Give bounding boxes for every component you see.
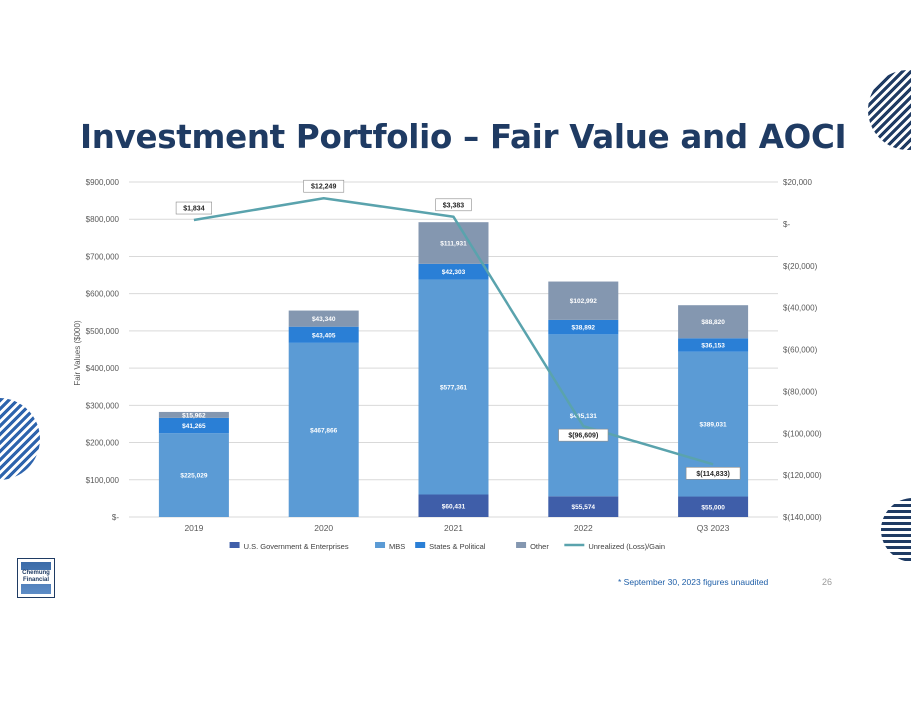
bar-other [158,411,229,418]
page-number: 26 [822,577,833,587]
x-tick-label: 2022 [574,523,593,533]
y2-tick-label: $(80,000) [783,387,818,396]
legend-swatch-u-s-government-enterprises [229,542,240,548]
data-label-other: $102,992 [570,298,597,305]
bar-u-s-government-enterprises [418,494,489,517]
bar-other [418,222,489,264]
y2-tick-label: $(100,000) [783,429,822,438]
legend-swatch-other [516,542,527,548]
line-label-box [175,201,213,215]
footnote-unaudited: * September 30, 2023 figures unaudited [618,577,769,587]
x-tick-label: 2020 [314,523,333,533]
bar-mbs [418,279,489,495]
line-label-box [558,428,609,442]
x-tick-label: 2021 [444,523,463,533]
legend-label-u-s-government-enterprises: U.S. Government & Enterprises [244,542,349,551]
y2-tick-label: $(40,000) [783,304,818,313]
data-label-states-political: $41,265 [182,423,206,430]
data-label-mbs: $225,029 [180,473,207,480]
bar-other [548,281,619,320]
bar-states-political [158,417,229,434]
y-axis-title: Fair Values ($000) [73,320,82,386]
y-tick-label: $- [112,513,119,522]
line-label-box [435,198,472,212]
logo-text: Chemung Financial [19,570,53,584]
data-label-other: $43,340 [312,316,336,323]
y2-tick-label: $20,000 [783,178,812,187]
bar-states-political [548,319,619,335]
y-tick-label: $700,000 [86,252,120,261]
x-tick-label: Q3 2023 [697,523,730,533]
y-tick-label: $200,000 [86,439,120,448]
line-label-box [685,467,741,480]
y-tick-label: $300,000 [86,401,120,410]
data-label-mbs: $577,361 [440,385,467,392]
line-data-label: $3,383 [443,202,465,209]
data-label-other: $88,820 [701,319,725,326]
bar-u-s-government-enterprises [548,496,619,517]
bar-mbs [288,342,359,517]
legend-swatch-states-political [415,542,426,548]
line-unrealized-loss-gain [193,196,714,466]
line-data-label: $(96,609) [568,433,598,440]
data-label-other: $111,931 [440,241,467,248]
bar-states-political [418,263,489,280]
data-label-states-political: $43,405 [312,332,336,339]
bar-mbs [158,433,229,517]
legend-label-states-political: States & Political [429,542,486,551]
x-tick-label: 2019 [184,523,203,533]
data-label-states-political: $38,892 [572,325,596,332]
data-label-other: $15,962 [182,412,206,419]
legend-swatch-mbs [375,542,386,548]
bar-mbs [548,334,619,497]
y-tick-label: $800,000 [86,215,120,224]
y-tick-label: $100,000 [86,476,120,485]
data-label-u-s-government-enterprises: $60,431 [442,503,466,510]
y-tick-label: $400,000 [86,364,120,373]
data-label-mbs: $435,131 [570,413,597,420]
line-label-box [303,179,345,193]
y-tick-label: $500,000 [86,327,120,336]
y2-tick-label: $- [783,220,790,229]
y-tick-label: $900,000 [86,178,120,187]
y2-tick-label: $(20,000) [783,262,818,271]
line-data-label: $1,834 [183,206,205,213]
bar-u-s-government-enterprises [678,496,749,517]
data-label-mbs: $467,866 [310,427,337,434]
legend-label-unrealized-loss-gain: Unrealized (Loss)/Gain [588,542,665,551]
bar-other [288,310,359,327]
data-label-states-political: $36,153 [701,342,725,349]
legend-label-mbs: MBS [389,542,405,551]
bar-other [678,305,749,339]
company-logo: Chemung Financial [17,558,55,598]
data-label-u-s-government-enterprises: $55,000 [701,504,725,511]
bar-states-political [288,326,359,343]
slide-title: Investment Portfolio – Fair Value and AO… [80,118,847,156]
line-data-label: $12,249 [311,184,336,191]
data-label-u-s-government-enterprises: $55,574 [572,504,596,511]
data-label-mbs: $389,031 [700,422,727,429]
y2-tick-label: $(60,000) [783,346,818,355]
y2-tick-label: $(120,000) [783,471,822,480]
y2-tick-label: $(140,000) [783,513,822,522]
bar-states-political [678,338,749,352]
y-tick-label: $600,000 [86,290,120,299]
data-label-states-political: $42,303 [442,269,466,276]
legend-label-other: Other [530,542,549,551]
line-data-label: $(114,833) [696,471,729,478]
